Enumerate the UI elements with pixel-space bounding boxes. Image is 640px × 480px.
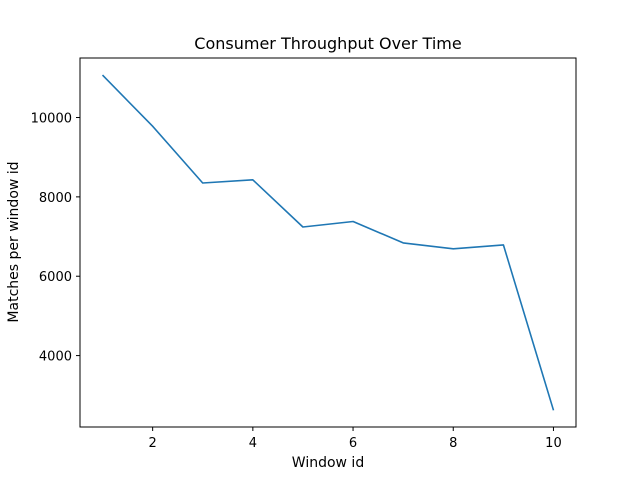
x-axis: 2 4 6 8 10 (149, 427, 562, 451)
y-axis: 4000 6000 8000 10000 (31, 112, 80, 365)
x-axis-title: Window id (292, 455, 364, 471)
series-line (101, 74, 555, 411)
y-tick-label: 8000 (39, 191, 72, 206)
x-tick-label: 2 (149, 436, 157, 451)
x-tick-label: 4 (249, 436, 257, 451)
x-tick-label: 10 (545, 436, 562, 451)
chart-title: Consumer Throughput Over Time (194, 34, 461, 53)
x-tick-label: 8 (449, 436, 457, 451)
series-layer (101, 74, 555, 411)
y-tick-label: 4000 (39, 350, 72, 365)
y-tick-label: 6000 (39, 270, 72, 285)
y-tick-label: 10000 (31, 112, 72, 127)
plot-area-frame (79, 57, 577, 428)
y-axis-title: Matches per window id (6, 161, 22, 322)
x-tick-label: 6 (349, 436, 357, 451)
